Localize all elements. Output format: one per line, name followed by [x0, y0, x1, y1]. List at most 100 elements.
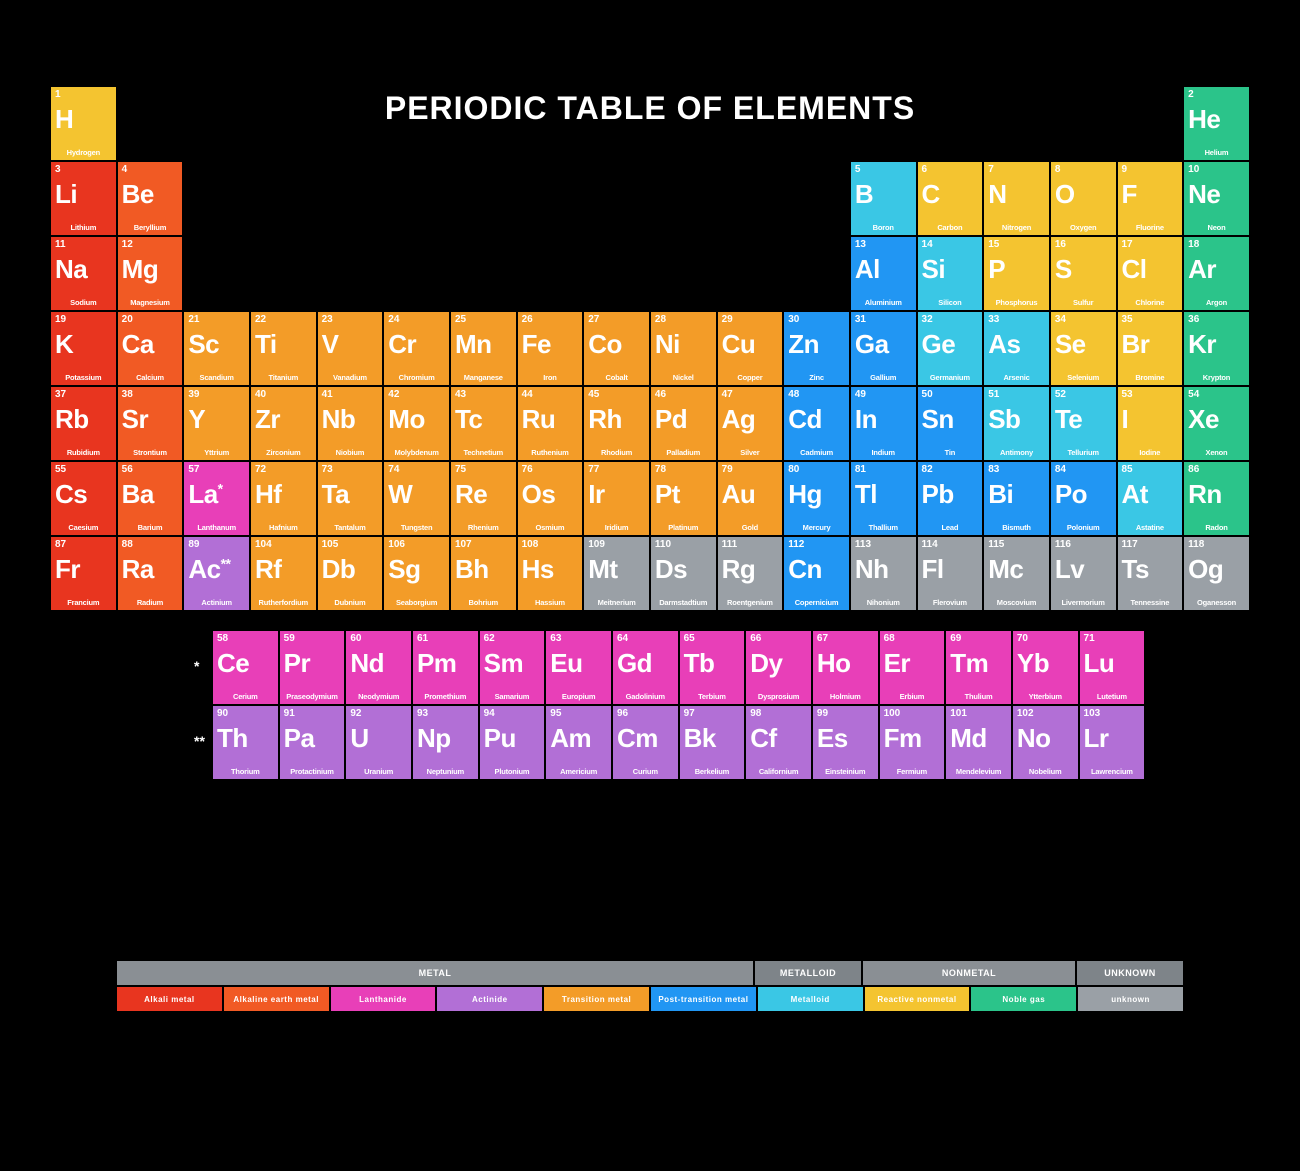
element-name: Lead [918, 523, 983, 532]
element-symbol: Cm [617, 725, 658, 751]
empty-cell [250, 86, 317, 161]
element-cell-la: 57La*Lanthanum [183, 461, 250, 536]
element-cell-cr: 24CrChromium [383, 311, 450, 386]
atomic-number: 95 [550, 709, 561, 719]
element-symbol: Co [588, 331, 622, 357]
element-name: Osmium [518, 523, 583, 532]
element-symbol: P [988, 256, 1005, 282]
atomic-number: 100 [884, 709, 901, 719]
element-cell-fe: 26FeIron [517, 311, 584, 386]
atomic-number: 52 [1055, 390, 1066, 400]
empty-cell [850, 86, 917, 161]
atomic-number: 90 [217, 709, 228, 719]
atomic-number: 25 [455, 315, 466, 325]
element-cell-sc: 21ScScandium [183, 311, 250, 386]
element-cell-pd: 46PdPalladium [650, 386, 717, 461]
atomic-number: 53 [1122, 390, 1133, 400]
element-cell-sg: 106SgSeaborgium [383, 536, 450, 611]
element-cell-hs: 108HsHassium [517, 536, 584, 611]
element-name: Magnesium [118, 298, 183, 307]
element-name: Cerium [213, 692, 278, 701]
element-symbol: Sr [122, 406, 148, 432]
atomic-number: 1 [55, 90, 61, 100]
element-name: Tin [918, 448, 983, 457]
asterisk-marker: ** [221, 555, 231, 571]
element-name: Antimony [984, 448, 1049, 457]
period-row-7: 87FrFrancium88RaRadium89Ac**Actinium104R… [50, 536, 1250, 611]
element-symbol: Ti [255, 331, 277, 357]
atomic-number: 101 [950, 709, 967, 719]
atomic-number: 63 [550, 634, 561, 644]
element-cell-bh: 107BhBohrium [450, 536, 517, 611]
element-symbol: Xe [1188, 406, 1219, 432]
element-name: Dysprosium [746, 692, 811, 701]
element-cell-am: 95AmAmericium [545, 705, 612, 780]
atomic-number: 9 [1122, 165, 1128, 175]
fblock-marker: * [194, 658, 199, 674]
element-symbol: Ag [722, 406, 756, 432]
element-name: Iodine [1118, 448, 1183, 457]
atomic-number: 17 [1122, 240, 1133, 250]
element-symbol: Ne [1188, 181, 1220, 207]
element-symbol: Fl [922, 556, 944, 582]
element-cell-k: 19KPotassium [50, 311, 117, 386]
element-cell-nd: 60NdNeodymium [345, 630, 412, 705]
element-symbol: Tc [455, 406, 482, 432]
element-name: Oganesson [1184, 598, 1249, 607]
empty-cell [183, 161, 250, 236]
element-symbol: Db [322, 556, 356, 582]
element-symbol: Fe [522, 331, 551, 357]
atomic-number: 109 [588, 540, 605, 550]
element-symbol: H [55, 106, 73, 132]
element-name: Nihonium [851, 598, 916, 607]
element-name: Nitrogen [984, 223, 1049, 232]
empty-cell [450, 161, 517, 236]
atomic-number: 13 [855, 240, 866, 250]
atomic-number: 61 [417, 634, 428, 644]
element-symbol: Zr [255, 406, 280, 432]
atomic-number: 58 [217, 634, 228, 644]
element-name: Europium [546, 692, 611, 701]
atomic-number: 60 [350, 634, 361, 644]
element-name: Chromium [384, 373, 449, 382]
element-symbol: Te [1055, 406, 1082, 432]
element-symbol: Hg [788, 481, 822, 507]
element-cell-p: 15PPhosphorus [983, 236, 1050, 311]
legend-swatch-unknown: unknown [1077, 986, 1184, 1012]
element-name: Radon [1184, 523, 1249, 532]
atomic-number: 62 [484, 634, 495, 644]
legend-swatch-lanthanide: Lanthanide [330, 986, 437, 1012]
atomic-number: 34 [1055, 315, 1066, 325]
element-name: Californium [746, 767, 811, 776]
atomic-number: 41 [322, 390, 333, 400]
empty-cell [250, 236, 317, 311]
element-name: Helium [1184, 148, 1249, 157]
legend-top-metalloid: METALLOID [754, 960, 862, 986]
element-cell-tb: 65TbTerbium [679, 630, 746, 705]
atomic-number: 97 [684, 709, 695, 719]
element-name: Bismuth [984, 523, 1049, 532]
element-cell-f: 9FFluorine [1117, 161, 1184, 236]
element-symbol: I [1122, 406, 1129, 432]
element-cell-mn: 25MnManganese [450, 311, 517, 386]
element-name: Cadmium [784, 448, 849, 457]
atomic-number: 50 [922, 390, 933, 400]
element-symbol: Th [217, 725, 248, 751]
atomic-number: 66 [750, 634, 761, 644]
element-name: Hydrogen [51, 148, 116, 157]
atomic-number: 15 [988, 240, 999, 250]
element-cell-pm: 61PmPromethium [412, 630, 479, 705]
element-symbol: Mo [388, 406, 425, 432]
element-symbol: Lv [1055, 556, 1084, 582]
element-cell-db: 105DbDubnium [317, 536, 384, 611]
atomic-number: 14 [922, 240, 933, 250]
element-name: Tellurium [1051, 448, 1116, 457]
atomic-number: 116 [1055, 540, 1071, 550]
atomic-number: 93 [417, 709, 428, 719]
element-symbol: Es [817, 725, 848, 751]
atomic-number: 4 [122, 165, 128, 175]
element-symbol: Pt [655, 481, 680, 507]
element-cell-b: 5BBoron [850, 161, 917, 236]
element-cell-mc: 115McMoscovium [983, 536, 1050, 611]
atomic-number: 118 [1188, 540, 1204, 550]
